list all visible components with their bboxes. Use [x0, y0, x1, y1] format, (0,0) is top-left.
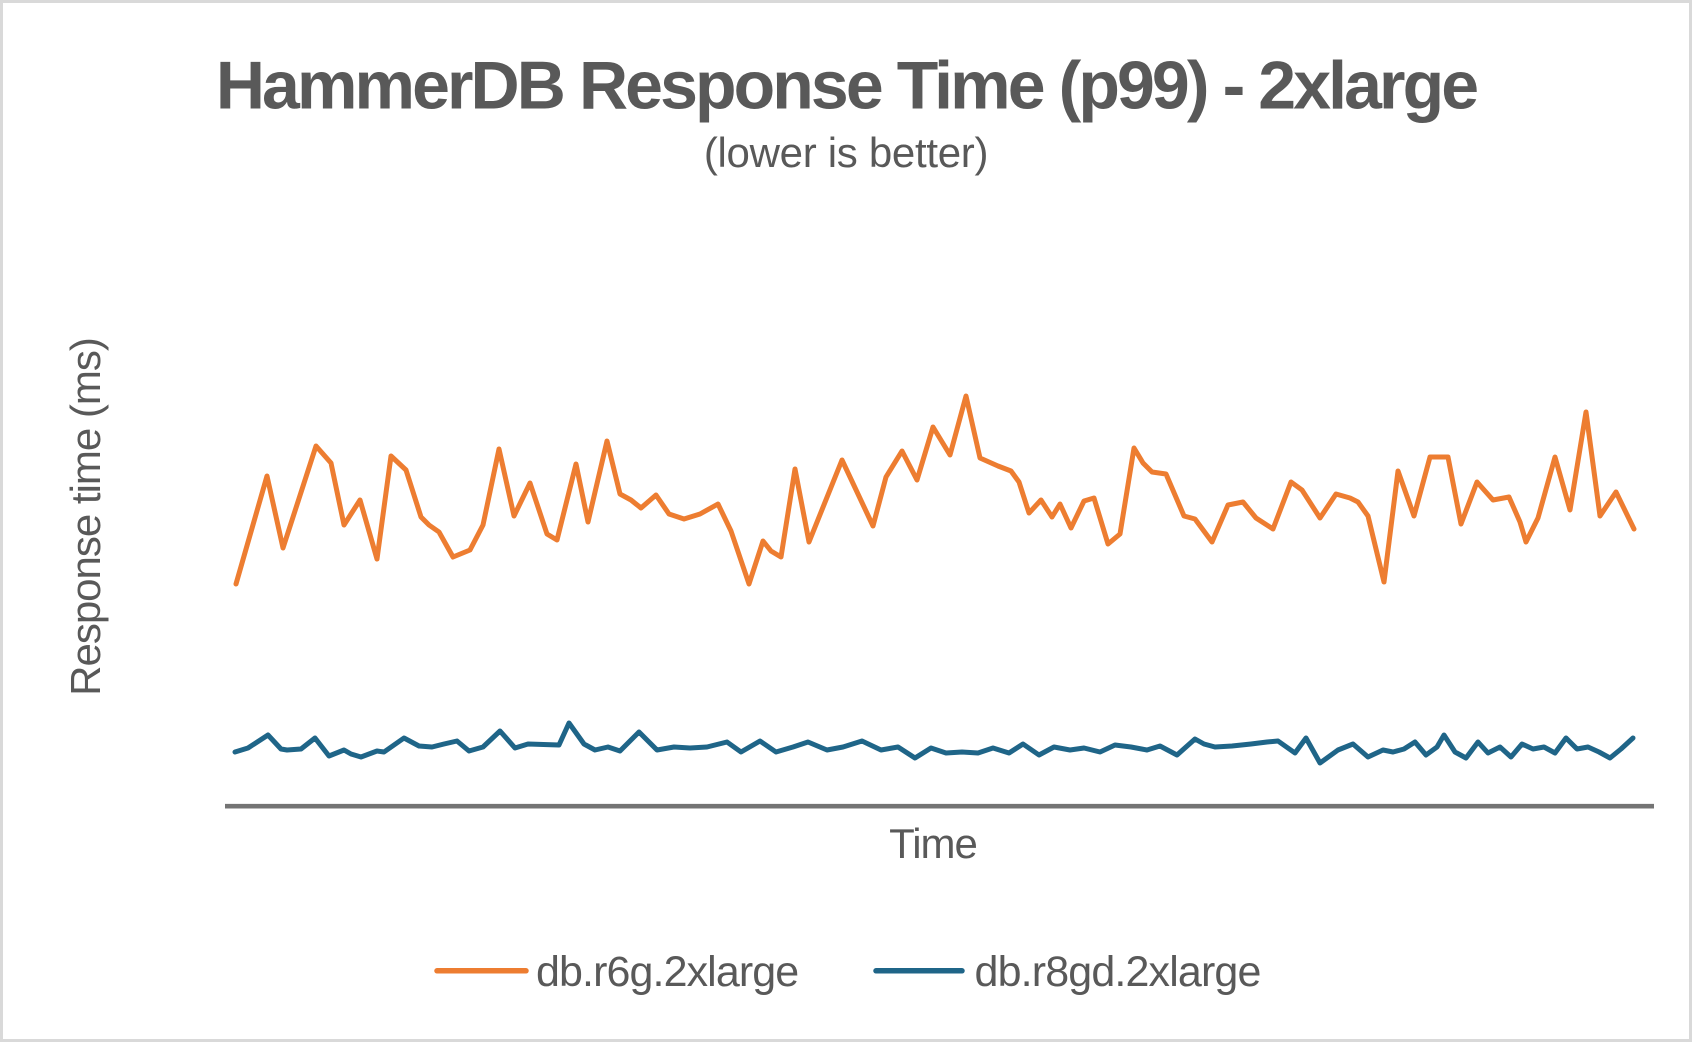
svg-text:Response time (ms): Response time (ms)	[62, 338, 109, 696]
svg-text:db.r6g.2xlarge: db.r6g.2xlarge	[536, 948, 798, 996]
svg-text:db.r8gd.2xlarge: db.r8gd.2xlarge	[975, 948, 1261, 996]
svg-text:(lower is better): (lower is better)	[704, 129, 988, 176]
svg-text:Time: Time	[889, 820, 977, 867]
svg-text:HammerDB Response Time (p99) -: HammerDB Response Time (p99) - 2xlarge	[216, 48, 1477, 124]
